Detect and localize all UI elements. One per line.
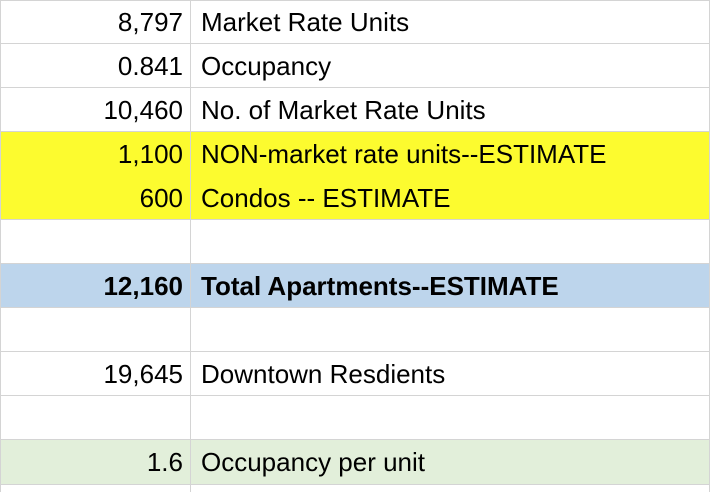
cell-label[interactable]: Condos -- ESTIMATE	[201, 183, 451, 213]
row-occupancy[interactable]: 0.841 Occupancy	[0, 44, 710, 88]
column-gridline	[190, 0, 191, 492]
row-non-market-rate-units[interactable]: 1,100 NON-market rate units--ESTIMATE	[0, 132, 710, 176]
cell-label[interactable]: Market Rate Units	[201, 7, 410, 37]
row-empty[interactable]	[0, 220, 710, 264]
row-occupancy-per-unit[interactable]: 1.6 Occupancy per unit	[0, 440, 710, 484]
row-gridline	[0, 484, 710, 485]
cell-label[interactable]: NON-market rate units--ESTIMATE	[201, 139, 607, 169]
cell-label[interactable]: Occupancy	[201, 51, 332, 81]
row-gridline	[0, 87, 710, 88]
cell-label[interactable]	[201, 308, 706, 352]
cell-label[interactable]: Occupancy per unit	[201, 447, 426, 477]
cell-value[interactable]: 12,160	[103, 271, 183, 301]
row-market-rate-units[interactable]: 8,797 Market Rate Units	[0, 0, 710, 44]
row-no-of-market-rate-units[interactable]: 10,460 No. of Market Rate Units	[0, 88, 710, 132]
cell-value[interactable]	[0, 396, 183, 440]
row-gridline	[0, 307, 710, 308]
cell-value[interactable]: 19,645	[103, 359, 183, 389]
cell-value[interactable]: 600	[139, 183, 183, 213]
cell-label[interactable]: Total Apartments--ESTIMATE	[201, 271, 559, 301]
cell-value[interactable]	[0, 308, 183, 352]
cell-value[interactable]: 1,100	[117, 139, 183, 169]
column-gridline	[0, 0, 1, 492]
cell-label[interactable]	[201, 396, 706, 440]
row-empty[interactable]	[0, 308, 710, 352]
row-total-apartments[interactable]: 12,160 Total Apartments--ESTIMATE	[0, 264, 710, 308]
row-gridline	[0, 131, 710, 132]
cell-value[interactable]: 10,460	[103, 95, 183, 125]
row-gridline	[0, 263, 710, 264]
row-gridline	[0, 0, 710, 1]
row-gridline	[0, 351, 710, 352]
row-downtown-residents[interactable]: 19,645 Downtown Resdients	[0, 352, 710, 396]
cell-label[interactable]: Downtown Resdients	[201, 359, 446, 389]
row-empty[interactable]	[0, 396, 710, 440]
cell-value[interactable]: 8,797	[117, 7, 183, 37]
cell-value[interactable]: 1.6	[146, 447, 183, 477]
cell-value[interactable]: 0.841	[117, 51, 183, 81]
cell-label[interactable]	[201, 220, 706, 264]
row-gridline	[0, 395, 710, 396]
row-gridline	[0, 43, 710, 44]
cell-value[interactable]	[0, 220, 183, 264]
row-condos[interactable]: 600 Condos -- ESTIMATE	[0, 176, 710, 220]
row-gridline	[0, 219, 710, 220]
row-gridline	[0, 439, 710, 440]
cell-label[interactable]: No. of Market Rate Units	[201, 95, 486, 125]
